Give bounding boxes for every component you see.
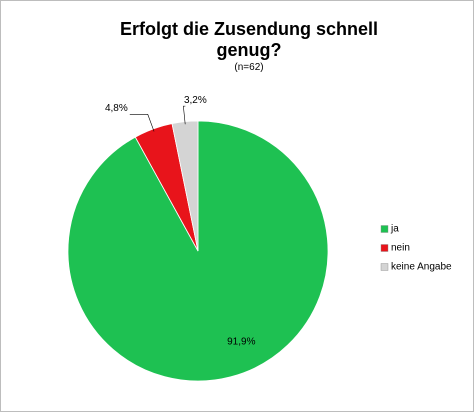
chart-title: Erfolgt die Zusendung schnell genug?: [119, 19, 378, 60]
data-label: 3,2%: [184, 95, 207, 106]
chart-subtitle: (n=62): [234, 62, 264, 73]
legend-label: nein: [391, 243, 410, 254]
legend-label: ja: [390, 224, 399, 235]
legend-swatch: [380, 244, 389, 252]
data-label: 4,8%: [105, 103, 128, 114]
legend-label: keine Angabe: [391, 262, 452, 273]
legend-swatch: [380, 225, 389, 233]
leader-line: [129, 114, 155, 132]
leader-line: [183, 105, 186, 125]
data-label: 91,9%: [227, 336, 255, 347]
pie-slice: [67, 120, 329, 382]
legend-swatch: [380, 263, 389, 271]
